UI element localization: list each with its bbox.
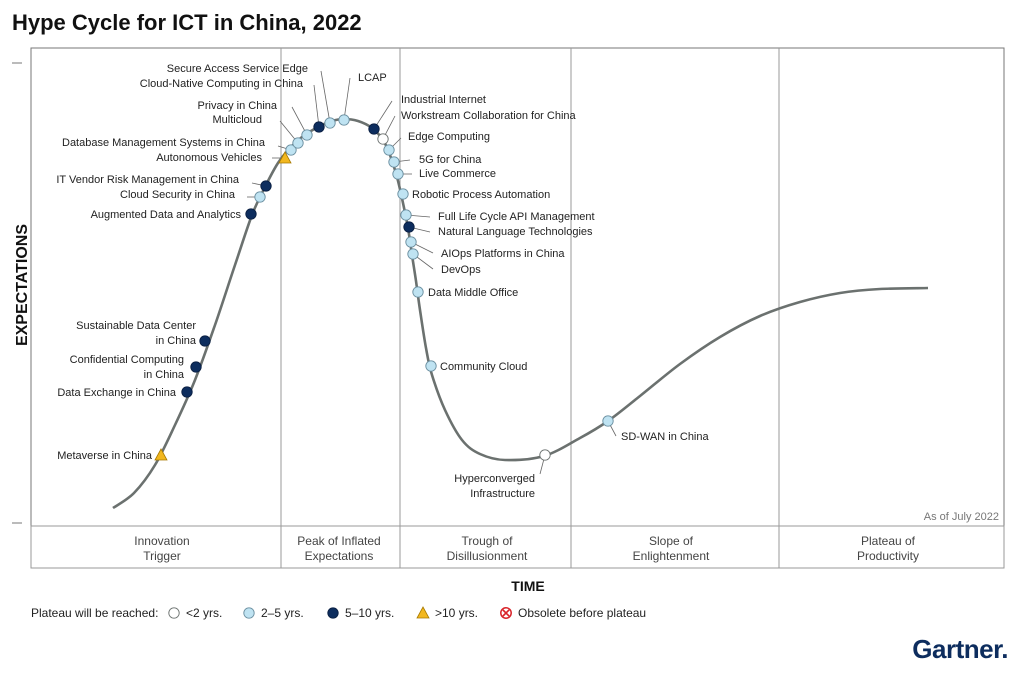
marker-devops: [407, 248, 419, 260]
phase-label-innovation-trigger: Innovation Trigger: [134, 534, 189, 563]
x-axis-label: TIME: [511, 578, 544, 594]
tech-label-privacy-in-china: Privacy in China: [198, 100, 278, 112]
as-of-date: As of July 2022: [924, 511, 999, 523]
phase-label-trough-of-disillusionment: Trough of Disillusionment: [447, 534, 528, 563]
marker-robotic-process-automation: [397, 188, 409, 200]
marker-aiops-platforms-in-china: [405, 236, 417, 248]
tech-label-database-management-systems-in-china: Database Management Systems in China: [62, 137, 266, 149]
leader-line-lcap: [343, 77, 351, 121]
tech-label-natural-language-technologies: Natural Language Technologies: [438, 226, 593, 238]
phase-label-plateau-of-productivity: Plateau of Productivity: [857, 534, 919, 563]
tech-label-aiops-platforms-in-china: AIOps Platforms in China: [441, 248, 565, 260]
marker-edge-computing: [383, 144, 395, 156]
marker-autonomous-vehicles: [278, 151, 292, 164]
tech-label-metaverse-in-china: Metaverse in China: [57, 450, 153, 462]
marker-cloud-native-computing-in-china: [313, 121, 325, 133]
tech-label-secure-access-service-edge: Secure Access Service Edge: [167, 63, 308, 75]
marker-workstream-collaboration-for-china: [377, 133, 389, 145]
tech-label-data-exchange-in-china: Data Exchange in China: [57, 387, 177, 399]
tech-label-devops: DevOps: [441, 264, 481, 276]
tech-label-autonomous-vehicles: Autonomous Vehicles: [156, 152, 262, 164]
marker-database-management-systems-in-china: [285, 144, 297, 156]
marker-privacy-in-china: [301, 129, 313, 141]
tech-label-sd-wan-in-china: SD-WAN in China: [621, 431, 709, 443]
tech-label-lcap: LCAP: [358, 72, 387, 84]
marker-data-exchange-in-china: [181, 386, 193, 398]
marker-multicloud: [292, 137, 304, 149]
marker-data-middle-office: [412, 286, 424, 298]
tech-label-sustainable-data-center-in-china: Sustainable Data Center in China: [76, 320, 197, 347]
marker-metaverse-in-china: [154, 448, 168, 461]
tech-label-cloud-security-in-china: Cloud Security in China: [120, 189, 236, 201]
tech-label-full-life-cycle-api-management: Full Life Cycle API Management: [438, 211, 595, 223]
marker-full-life-cycle-api-management: [400, 209, 412, 221]
legend-marker-lt2: [168, 607, 180, 619]
legend-marker-y2to5: [243, 607, 255, 619]
tech-label-community-cloud: Community Cloud: [440, 361, 527, 373]
phase-label-slope-of-enlightenment: Slope of Enlightenment: [633, 534, 710, 563]
leader-line-cloud-native-computing-in-china: [313, 84, 320, 128]
tech-label-confidential-computing-in-china: Confidential Computing in China: [70, 354, 185, 381]
marker-secure-access-service-edge: [324, 117, 336, 129]
marker-cloud-security-in-china: [254, 191, 266, 203]
marker-it-vendor-risk-management-in-china: [260, 180, 272, 192]
marker-sd-wan-in-china: [602, 415, 614, 427]
legend-marker-gt10: [416, 606, 430, 619]
tech-label-workstream-collaboration-for-china: Workstream Collaboration for China: [401, 110, 577, 122]
marker-community-cloud: [425, 360, 437, 372]
tech-label-data-middle-office: Data Middle Office: [428, 287, 518, 299]
legend-label-obsolete: Obsolete before plateau: [518, 606, 646, 620]
marker-lcap: [338, 114, 350, 126]
marker-hyperconverged-infrastructure: [539, 449, 551, 461]
y-axis-label: EXPECTATIONS: [14, 224, 31, 346]
tech-label-multicloud: Multicloud: [212, 114, 262, 126]
tech-label-augmented-data-and-analytics: Augmented Data and Analytics: [91, 209, 242, 221]
phase-label-peak-of-inflated-expectations: Peak of Inflated Expectations: [297, 534, 380, 563]
legend-label-y2to5: 2–5 yrs.: [261, 606, 304, 620]
tech-label-live-commerce: Live Commerce: [419, 168, 496, 180]
tech-label-hyperconverged-infrastructure: Hyperconverged Infrastructure: [454, 473, 535, 500]
phase-band: [30, 525, 1005, 569]
tech-label-it-vendor-risk-management-in-china: IT Vendor Risk Management in China: [56, 174, 239, 186]
legend-marker-y5to10: [327, 607, 339, 619]
marker-sustainable-data-center-in-china: [199, 335, 211, 347]
tech-label-cloud-native-computing-in-china: Cloud-Native Computing in China: [140, 78, 304, 90]
gartner-logo: Gartner.: [912, 634, 1008, 664]
marker-augmented-data-and-analytics: [245, 208, 257, 220]
legend-marker-obsolete: [500, 607, 512, 619]
legend-label-gt10: >10 yrs.: [435, 606, 478, 620]
legend-title: Plateau will be reached:: [31, 606, 158, 620]
tech-label-5g-for-china: 5G for China: [419, 154, 482, 166]
chart-title: Hype Cycle for ICT in China, 2022: [12, 10, 362, 35]
tech-label-robotic-process-automation: Robotic Process Automation: [412, 189, 550, 201]
leader-line-secure-access-service-edge: [320, 70, 331, 124]
legend-label-lt2: <2 yrs.: [186, 606, 222, 620]
legend-label-y5to10: 5–10 yrs.: [345, 606, 394, 620]
marker-5g-for-china: [388, 156, 400, 168]
marker-live-commerce: [392, 168, 404, 180]
tech-label-industrial-internet: Industrial Internet: [401, 94, 486, 106]
tech-label-edge-computing: Edge Computing: [408, 131, 490, 143]
marker-industrial-internet: [368, 123, 380, 135]
marker-natural-language-technologies: [403, 221, 415, 233]
marker-confidential-computing-in-china: [190, 361, 202, 373]
